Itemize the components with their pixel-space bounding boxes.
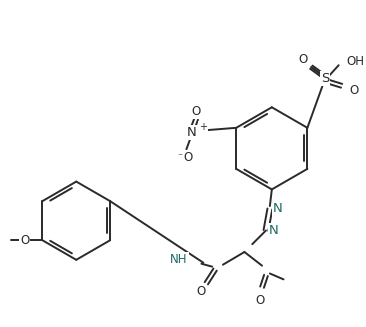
Text: N: N [186,126,196,139]
Text: NH: NH [170,253,188,266]
Text: +: + [199,122,207,132]
Text: O: O [299,53,308,66]
Text: O: O [184,151,193,164]
Text: N: N [269,224,279,237]
Text: O: O [197,284,206,298]
Text: O: O [350,84,359,97]
Text: ⁻: ⁻ [177,152,182,162]
Text: O: O [20,234,29,247]
Text: OH: OH [347,55,365,68]
Text: S: S [321,72,329,85]
Text: O: O [255,294,265,307]
Text: N: N [273,202,283,215]
Text: O: O [191,105,201,118]
